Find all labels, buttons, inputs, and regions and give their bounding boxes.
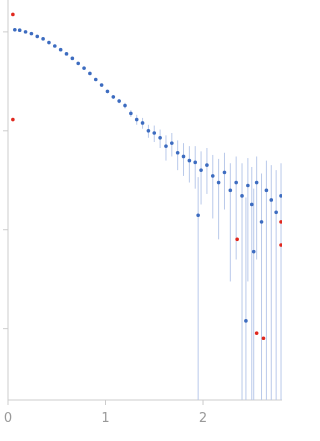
point <box>279 220 283 224</box>
point <box>117 99 121 103</box>
point <box>29 31 34 36</box>
point <box>269 198 274 202</box>
point <box>146 129 151 133</box>
point <box>261 336 266 341</box>
point <box>254 331 259 335</box>
point <box>181 154 186 159</box>
point <box>64 52 69 56</box>
point <box>134 117 139 122</box>
point <box>164 144 168 148</box>
point <box>244 319 248 323</box>
point <box>222 170 227 175</box>
point <box>82 66 86 70</box>
point <box>254 180 259 185</box>
point <box>41 37 45 41</box>
point <box>11 12 15 17</box>
point <box>23 30 28 34</box>
point <box>158 135 162 140</box>
point <box>279 194 283 198</box>
point <box>13 27 17 32</box>
chart: 0 1 2 <box>3 0 283 426</box>
point <box>123 103 127 108</box>
point <box>93 77 98 82</box>
point <box>264 188 269 193</box>
point <box>228 188 233 193</box>
point <box>76 61 81 66</box>
point <box>274 210 278 215</box>
point <box>234 180 238 185</box>
point <box>259 220 264 224</box>
point <box>205 163 209 167</box>
point <box>111 95 116 99</box>
point <box>53 44 57 48</box>
point <box>199 168 203 172</box>
x-tick-label: 0 <box>4 411 12 426</box>
point <box>170 141 174 145</box>
point <box>99 83 104 87</box>
point <box>175 150 180 155</box>
point <box>210 174 215 178</box>
point <box>58 47 63 52</box>
point <box>47 40 51 45</box>
point <box>129 111 133 116</box>
point <box>235 237 239 242</box>
point <box>193 160 198 165</box>
point <box>246 183 250 188</box>
point <box>105 89 110 94</box>
point <box>240 194 244 198</box>
point <box>279 243 283 247</box>
point <box>249 202 254 207</box>
point <box>88 71 92 76</box>
point <box>152 131 157 135</box>
point <box>187 158 192 163</box>
point <box>11 117 15 122</box>
point <box>35 34 40 39</box>
point <box>216 180 221 185</box>
x-tick-label: 2 <box>199 411 207 426</box>
x-tick-label: 1 <box>101 411 109 426</box>
point <box>17 28 22 32</box>
point <box>251 249 256 254</box>
point <box>140 121 145 125</box>
point <box>70 56 75 61</box>
point <box>196 213 200 218</box>
